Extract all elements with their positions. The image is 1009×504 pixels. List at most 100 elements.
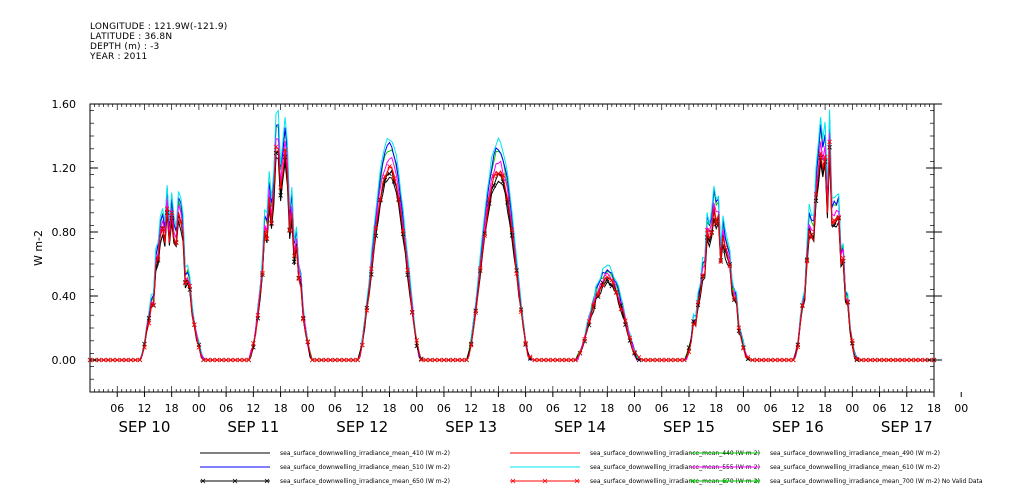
- x-hour-tick-label: 06: [655, 402, 669, 415]
- x-date-label: SEP 11: [227, 418, 279, 436]
- series-marker-7: [768, 357, 773, 363]
- series-marker-7: [854, 356, 860, 362]
- series-marker-7: [586, 319, 592, 324]
- series-marker-7: [632, 349, 637, 355]
- x-hour-tick-label: 00: [301, 402, 315, 415]
- series-marker-7: [210, 357, 215, 363]
- series-marker-7: [673, 357, 678, 363]
- series-marker-7: [346, 357, 351, 363]
- series-marker-7: [700, 273, 705, 278]
- series-marker-7: [142, 345, 147, 350]
- series-marker-7: [777, 357, 783, 363]
- series-marker-7: [577, 350, 583, 356]
- series-marker-7: [745, 354, 751, 360]
- series-marker-7: [763, 357, 769, 363]
- series-marker-7: [505, 196, 510, 201]
- legend-marker-6: [264, 478, 270, 484]
- series-marker-7: [183, 280, 188, 286]
- series-marker-7: [641, 357, 646, 363]
- series-marker-7: [396, 196, 401, 202]
- series-marker-6: [387, 171, 392, 177]
- x-hour-tick-label: 18: [382, 402, 396, 415]
- series-marker-7: [319, 357, 324, 363]
- series-marker-7: [800, 303, 805, 309]
- series-marker-7: [160, 226, 165, 232]
- series-marker-7: [187, 283, 193, 289]
- series-marker-7: [831, 218, 837, 223]
- series-marker-7: [137, 357, 143, 363]
- series-marker-6: [527, 356, 533, 361]
- series-marker-7: [682, 357, 687, 363]
- series-marker-7: [155, 256, 161, 262]
- series-marker-6: [509, 233, 515, 238]
- series-marker-7: [464, 357, 469, 363]
- x-hour-tick-label: 00: [845, 402, 859, 415]
- legend-marker-6: [200, 478, 206, 484]
- axes-layer: 0.00 0.40 0.80 1.20 1.60 W m-2 06 12 18 00 06 12 18 0…: [32, 98, 968, 436]
- series-marker-7: [659, 357, 665, 363]
- series-marker-7: [173, 240, 179, 246]
- legend-label-4: sea_surface_downwelling_irradiance_mean_…: [590, 464, 760, 471]
- series-marker-7: [564, 357, 569, 363]
- y-tick-label: 0.00: [52, 354, 77, 367]
- series-marker-7: [219, 357, 224, 363]
- x-hour-tick-label: 12: [137, 402, 151, 415]
- series-marker-7: [595, 292, 601, 298]
- series-marker-7: [482, 233, 488, 238]
- series-marker-7: [264, 236, 270, 242]
- series-marker-7: [650, 357, 655, 363]
- series-line-7: [90, 141, 934, 361]
- legend-marker-7: [542, 478, 548, 484]
- series-marker-7: [877, 357, 882, 363]
- legend-label-5: sea_surface_downwelling_irradiance_mean_…: [770, 464, 940, 471]
- series-marker-7: [251, 341, 256, 346]
- plot-header: LONGITUDE : 121.9W(-121.9) LATITUDE : 36…: [90, 22, 228, 62]
- x-hour-tick-label: 06: [328, 402, 342, 415]
- series-marker-7: [813, 192, 819, 197]
- series-marker-7: [441, 357, 447, 363]
- legend-label-3: sea_surface_downwelling_irradiance_mean_…: [280, 464, 450, 471]
- series-marker-6: [505, 200, 510, 205]
- series-marker-7: [473, 310, 478, 315]
- series-marker-7: [850, 338, 855, 344]
- series-marker-7: [96, 357, 102, 363]
- series-marker-6: [291, 259, 297, 265]
- series-marker-7: [323, 357, 329, 363]
- x-hour-tick-label: 00: [736, 402, 750, 415]
- series-marker-7: [332, 357, 338, 363]
- legend-marker-8: [690, 478, 696, 484]
- x-hour-tick-label: 06: [219, 402, 233, 415]
- x-date-label: SEP 14: [554, 418, 606, 436]
- series-marker-7: [654, 357, 660, 363]
- series-marker-7: [546, 357, 551, 363]
- series-marker-7: [232, 357, 238, 363]
- series-marker-6: [632, 350, 637, 356]
- series-marker-7: [382, 174, 388, 179]
- series-marker-7: [128, 357, 134, 363]
- y-tick-label: 0.40: [52, 290, 77, 303]
- series-marker-7: [246, 357, 252, 363]
- series-marker-7: [568, 357, 574, 363]
- series-marker-7: [559, 357, 565, 363]
- series-marker-7: [600, 283, 606, 288]
- x-hour-tick-label: 00: [519, 402, 533, 415]
- series-marker-7: [241, 357, 247, 363]
- series-marker-7: [591, 302, 596, 308]
- series-marker-7: [922, 357, 928, 363]
- series-marker-7: [418, 357, 424, 363]
- series-marker-7: [201, 357, 206, 363]
- x-hour-tick-label: 12: [246, 402, 260, 415]
- legend-marker-7: [510, 478, 516, 484]
- legend-label-1: sea_surface_downwelling_irradiance_mean_…: [590, 450, 760, 457]
- series-marker-7: [391, 176, 397, 181]
- y-tick-label: 0.80: [52, 226, 77, 239]
- x-hour-tick-label: 06: [546, 402, 560, 415]
- series-marker-7: [205, 357, 211, 363]
- latitude-label: LATITUDE : 36.8N: [90, 32, 173, 42]
- series-marker-7: [477, 266, 483, 271]
- legend-label-8: sea_surface_downwelling_irradiance_mean_…: [770, 478, 983, 485]
- legend-marker-7: [574, 478, 580, 484]
- series-marker-7: [169, 210, 174, 216]
- series-marker-7: [868, 357, 873, 363]
- series-marker-7: [623, 318, 628, 323]
